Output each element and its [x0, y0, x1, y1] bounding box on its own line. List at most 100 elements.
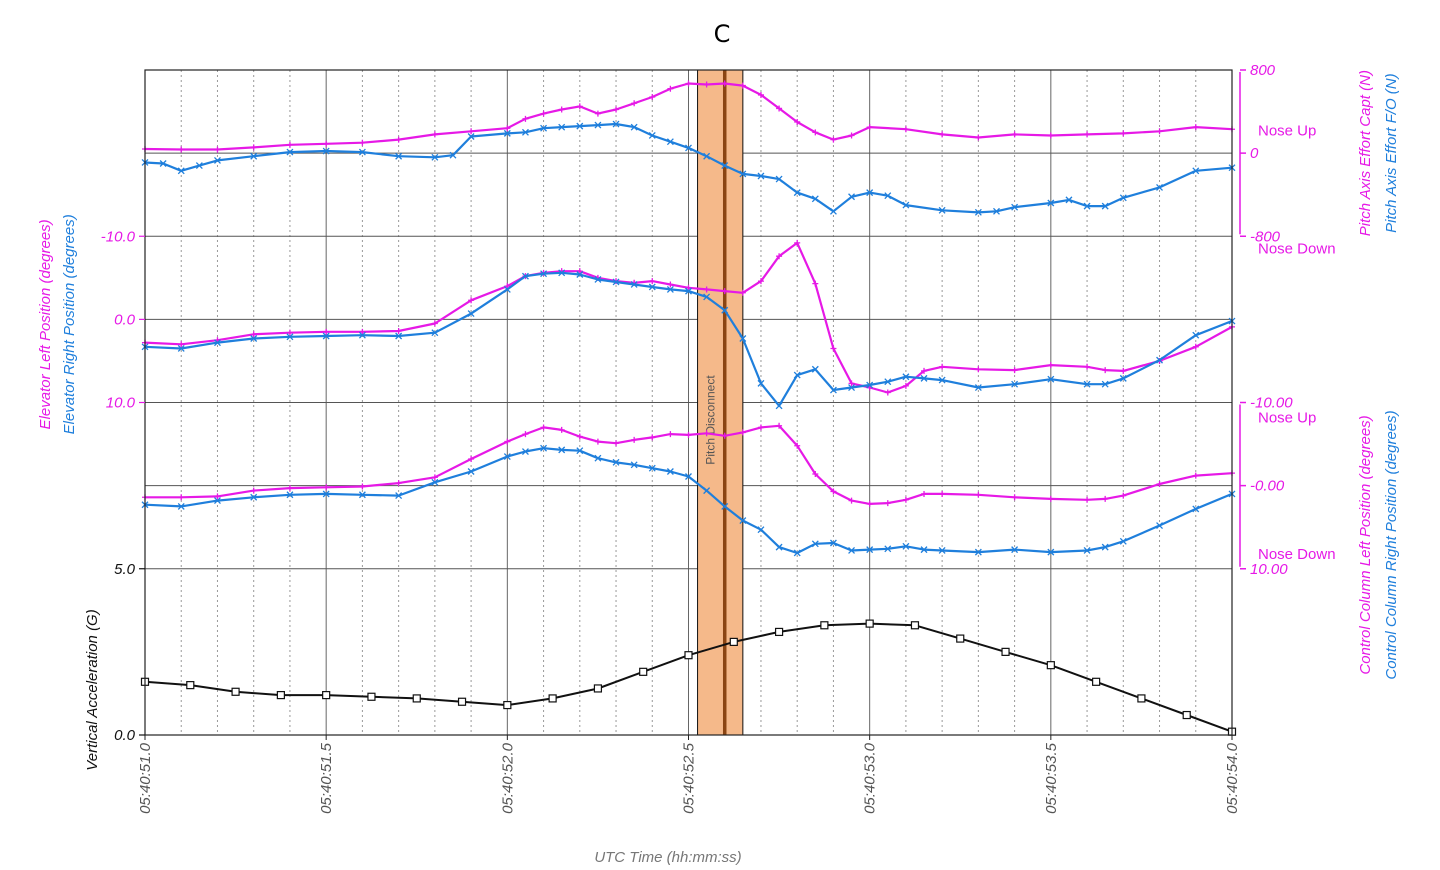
- data-point-vert: [1092, 677, 1101, 686]
- data-point-capt: [812, 129, 819, 136]
- data-point-fo: [902, 542, 910, 550]
- data-point-fo: [431, 478, 439, 486]
- data-point-capt: [921, 490, 928, 497]
- data-point-capt: [884, 500, 891, 507]
- data-point-capt: [468, 456, 475, 463]
- data-point-fo: [395, 152, 403, 160]
- data-point-fo: [467, 468, 475, 475]
- data-point-capt: [703, 81, 710, 88]
- y-axis-label-control-column: Control Column Right Position (degrees): [1383, 410, 1400, 679]
- chart-title: C: [714, 20, 731, 48]
- data-point-fo: [431, 153, 439, 161]
- data-point-capt: [613, 106, 620, 113]
- data-point-capt: [250, 331, 257, 338]
- series-line-elevator-capt: [144, 241, 1233, 394]
- data-point-vert: [503, 700, 512, 710]
- data-point-fo: [214, 497, 221, 505]
- data-point-capt: [504, 438, 511, 445]
- data-point-capt: [830, 488, 837, 495]
- data-point-capt: [794, 118, 801, 125]
- axes-layer: 05:40:51.0 05:40:51.5 05:40:52.0 05:40:52.5…: [37, 62, 1400, 814]
- data-point-capt: [739, 429, 746, 436]
- data-point-fo: [811, 195, 819, 203]
- data-point-fo: [1192, 505, 1200, 513]
- x-tick-label: 05:40:51.5: [318, 742, 335, 814]
- data-point-fo: [1119, 374, 1127, 382]
- data-point-vert: [412, 694, 421, 703]
- data-point-vert: [956, 634, 965, 643]
- data-point-capt: [286, 329, 293, 336]
- data-point-capt: [685, 431, 692, 438]
- data-point-fo: [612, 120, 620, 128]
- data-point-fo: [1101, 202, 1109, 210]
- data-point-fo: [1047, 199, 1055, 207]
- data-point-capt: [323, 328, 330, 335]
- annotation-label: Nose Down: [1258, 241, 1336, 258]
- data-point-fo: [431, 329, 439, 337]
- data-point-fo: [449, 151, 457, 159]
- data-point-fo: [974, 208, 982, 216]
- data-point-vert: [593, 684, 603, 693]
- y-tick-label: 5.0: [114, 561, 136, 578]
- data-point-capt: [1047, 362, 1054, 369]
- data-point-capt: [757, 91, 764, 98]
- data-point-capt: [866, 500, 873, 507]
- data-point-fo: [630, 123, 638, 131]
- data-point-capt: [1084, 131, 1091, 138]
- data-point-fo: [159, 160, 167, 167]
- data-point-capt: [323, 140, 330, 147]
- data-point-capt: [286, 485, 293, 492]
- data-point-fo: [666, 138, 674, 146]
- data-point-capt: [1120, 130, 1127, 137]
- data-point-fo: [721, 502, 729, 510]
- data-point-capt: [613, 440, 620, 447]
- data-point-fo: [612, 458, 620, 466]
- data-point-fo: [395, 332, 403, 340]
- data-point-capt: [359, 483, 366, 490]
- data-point-capt: [323, 484, 330, 491]
- data-point-fo: [866, 546, 874, 554]
- data-point-fo: [703, 293, 711, 301]
- y-tick-label: -10.0: [101, 228, 136, 245]
- y-tick-label: 10.00: [1250, 561, 1288, 578]
- data-point-fo: [540, 124, 548, 132]
- data-point-fo: [666, 468, 674, 475]
- data-point-fo: [1047, 548, 1055, 556]
- data-point-capt: [939, 490, 946, 497]
- data-point-fo: [1156, 522, 1163, 529]
- data-point-capt: [214, 493, 221, 500]
- data-point-capt: [975, 134, 982, 141]
- data-point-fo: [1083, 202, 1091, 210]
- data-point-vert: [322, 690, 331, 700]
- data-point-fo: [685, 144, 692, 152]
- data-point-fo: [775, 543, 783, 551]
- data-point-vert: [367, 692, 376, 701]
- data-point-capt: [1084, 363, 1091, 370]
- data-point-capt: [721, 432, 728, 439]
- data-point-fo: [358, 331, 366, 339]
- data-point-fo: [1011, 203, 1019, 211]
- data-point-capt: [902, 496, 909, 503]
- data-point-vert: [231, 687, 240, 696]
- data-point-fo: [866, 189, 874, 197]
- data-point-capt: [1084, 496, 1091, 503]
- data-point-fo: [214, 339, 221, 347]
- y-tick-label: 10.0: [106, 395, 136, 412]
- data-point-fo: [322, 490, 330, 498]
- data-point-fo: [848, 193, 856, 201]
- data-point-capt: [631, 100, 638, 107]
- series-line-elevator-fo: [144, 271, 1233, 407]
- data-point-capt: [558, 106, 565, 113]
- data-point-fo: [576, 271, 584, 278]
- y-axis-label-elevator: Elevator Left Position (degrees): [37, 219, 54, 429]
- data-point-fo: [630, 461, 638, 469]
- data-point-fo: [829, 207, 837, 215]
- data-point-capt: [757, 424, 764, 431]
- data-point-capt: [576, 268, 583, 275]
- data-point-fo: [757, 379, 765, 387]
- x-tick-label: 05:40:51.0: [137, 742, 154, 814]
- annotation-label: Nose Up: [1258, 409, 1316, 426]
- data-point-fo: [286, 333, 294, 341]
- data-point-fo: [1101, 543, 1109, 551]
- y-axis-label-pitch-effort: Pitch Axis Effort Capt (N): [1357, 70, 1374, 236]
